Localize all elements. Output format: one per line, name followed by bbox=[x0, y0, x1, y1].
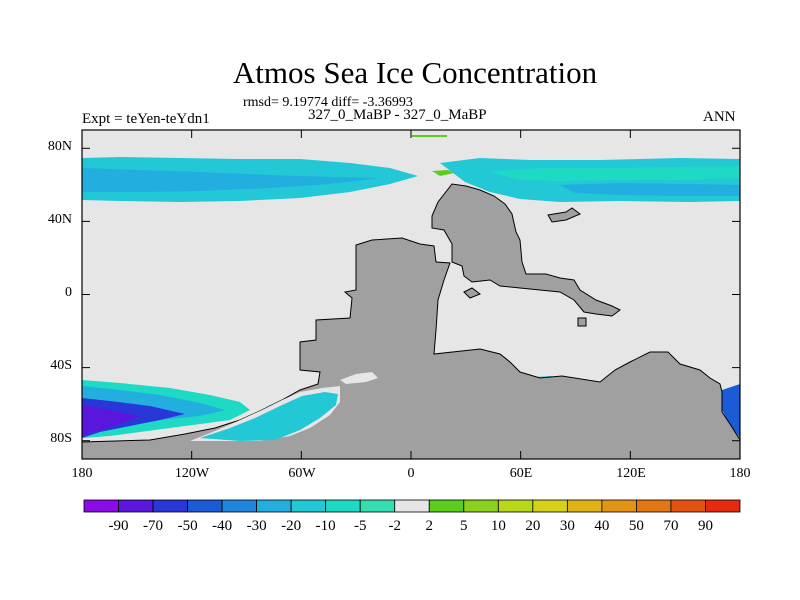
colorbar-label: -30 bbox=[246, 518, 267, 534]
colorbar-label: -10 bbox=[315, 518, 336, 534]
colorbar-swatch bbox=[705, 499, 741, 513]
ocean-inlet bbox=[340, 372, 378, 384]
colorbar-label: -90 bbox=[108, 518, 129, 534]
colorbar-label: -20 bbox=[281, 518, 302, 534]
arctic-ice-band-west-core bbox=[82, 168, 380, 192]
colorbar-label: 10 bbox=[490, 518, 506, 534]
colorbar-label: 70 bbox=[663, 518, 679, 534]
colorbar-swatch bbox=[670, 499, 706, 513]
northern-landmass bbox=[431, 183, 621, 317]
colorbar-swatch bbox=[83, 499, 119, 513]
colorbar-label: 5 bbox=[460, 518, 468, 534]
northern-island bbox=[547, 207, 581, 223]
colorbar-swatch bbox=[187, 499, 223, 513]
northern-island bbox=[577, 317, 587, 327]
map-panel bbox=[81, 129, 741, 460]
y-tick-label: 0 bbox=[65, 285, 72, 300]
experiment-label: Expt = teYen-teYdn1 bbox=[82, 111, 210, 127]
weddell-pocket-ice bbox=[200, 392, 338, 441]
x-tick-label: 0 bbox=[407, 466, 415, 481]
y-axis-ticks bbox=[82, 147, 740, 442]
colorbar-label: 30 bbox=[559, 518, 575, 534]
colorbar-label: -70 bbox=[143, 518, 164, 534]
comparison-label: 327_0_MaBP - 327_0_MaBP bbox=[308, 107, 487, 123]
y-tick-label: 80N bbox=[47, 139, 72, 154]
arctic-positive-line bbox=[412, 135, 447, 137]
x-tick-label: 120W bbox=[174, 466, 210, 481]
colorbar-swatch bbox=[221, 499, 258, 513]
y-tick-label: 80S bbox=[50, 431, 72, 446]
colorbar-swatch bbox=[118, 499, 154, 513]
southern-ice-far-east bbox=[722, 384, 740, 438]
y-tick-label: 40S bbox=[50, 358, 72, 373]
colorbar-label: -40 bbox=[212, 518, 233, 534]
arctic-ice-band-east-inner bbox=[560, 183, 740, 196]
colorbar-swatch bbox=[359, 499, 396, 513]
colorbar-swatch bbox=[256, 499, 292, 513]
rmsd-diff-stats: rmsd= 9.19774 diff= -3.36993 bbox=[243, 95, 413, 110]
x-tick-label: 60W bbox=[288, 466, 316, 481]
colorbar-swatch bbox=[463, 499, 499, 513]
y-tick-label: 40N bbox=[47, 212, 72, 227]
colorbar-swatch bbox=[152, 499, 188, 513]
colorbar-label: -50 bbox=[177, 518, 198, 534]
colorbar-swatch bbox=[566, 499, 603, 513]
colorbar-swatch bbox=[636, 499, 672, 513]
arctic-ice-band-east-core bbox=[490, 166, 740, 181]
colorbar-label: 20 bbox=[525, 518, 541, 534]
plot-title: Atmos Sea Ice Concentration bbox=[232, 55, 598, 90]
x-tick-label: 180 bbox=[729, 466, 751, 481]
colorbar-swatch bbox=[394, 499, 430, 513]
colorbar-swatch bbox=[497, 499, 534, 513]
northern-island bbox=[463, 287, 482, 299]
colorbar-swatch bbox=[601, 499, 637, 513]
southern-ice-west-strongest bbox=[82, 405, 140, 436]
colorbar-swatch bbox=[428, 499, 465, 513]
colorbar-swatch bbox=[325, 499, 361, 513]
colorbar-swatch bbox=[532, 499, 568, 513]
continent-land bbox=[81, 237, 741, 460]
colorbar-label: -5 bbox=[353, 518, 367, 534]
colorbar-label: 90 bbox=[697, 518, 713, 534]
arctic-positive-patch bbox=[432, 170, 454, 176]
colorbar-label: -2 bbox=[388, 518, 401, 534]
colorbar-label: 2 bbox=[425, 518, 434, 534]
colorbar bbox=[83, 499, 741, 513]
season-label: ANN bbox=[703, 109, 736, 125]
colorbar-swatch bbox=[290, 499, 327, 513]
x-tick-label: 60E bbox=[509, 466, 533, 481]
x-axis-ticks bbox=[81, 130, 741, 459]
colorbar-label: 40 bbox=[594, 518, 610, 534]
x-tick-label: 120E bbox=[616, 466, 646, 481]
x-tick-label: 180 bbox=[71, 466, 93, 481]
colorbar-label: 50 bbox=[628, 518, 644, 534]
